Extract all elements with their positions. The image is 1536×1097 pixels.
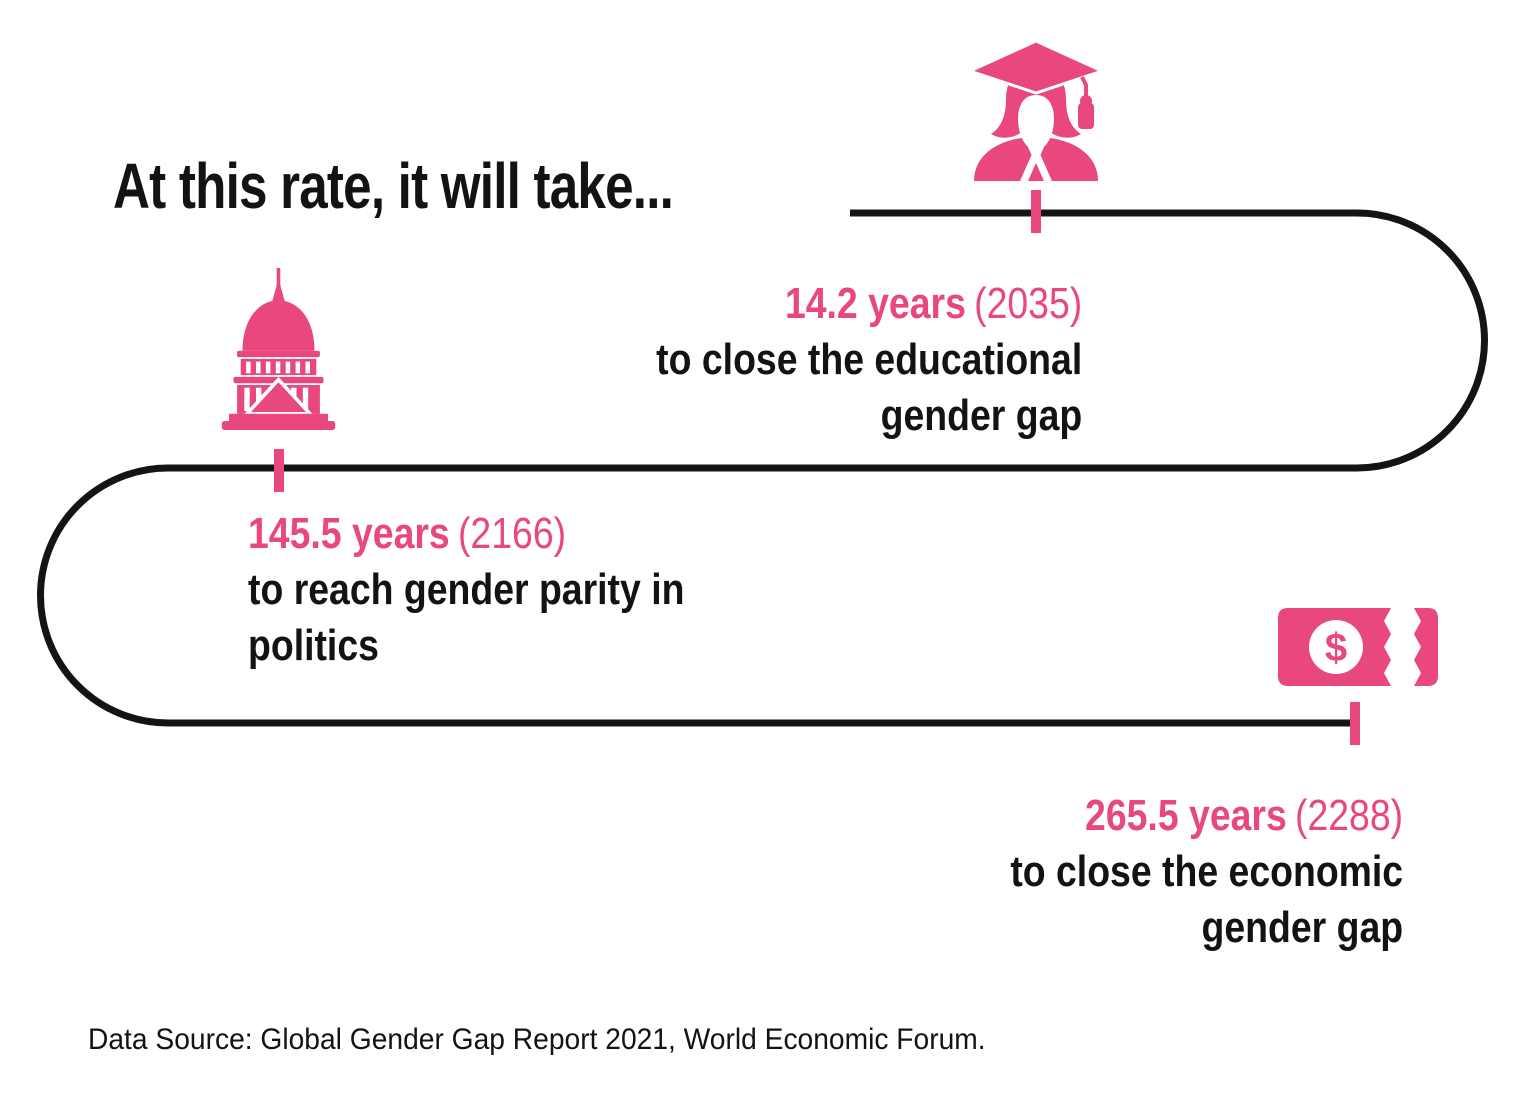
money-icon: $ bbox=[1278, 608, 1438, 686]
capitol-base bbox=[221, 421, 336, 430]
milestone-politics: 145.5 years (2166) to reach gender parity… bbox=[248, 506, 684, 674]
capitol-needle bbox=[276, 268, 281, 288]
tick-education bbox=[1031, 190, 1041, 233]
years-value-economy: 265.5 years bbox=[1084, 791, 1287, 840]
tick-politics bbox=[274, 449, 284, 492]
milestone-economy: 265.5 years (2288) to close the economic … bbox=[1010, 788, 1403, 956]
target-year-education: (2035) bbox=[973, 279, 1082, 328]
description-politics-line1: to reach gender parity in bbox=[248, 565, 685, 614]
milestone-education: 14.2 years (2035) to close the educationa… bbox=[656, 276, 1082, 444]
stat-line-education: 14.2 years (2035) bbox=[656, 276, 1082, 332]
description-education-line2: gender gap bbox=[880, 391, 1082, 440]
stat-line-economy: 265.5 years (2288) bbox=[1010, 788, 1403, 844]
graduate-tassel bbox=[1078, 103, 1094, 129]
description-economy-line1: to close the economic bbox=[1010, 847, 1403, 896]
graduate-face bbox=[1018, 95, 1054, 165]
stat-line-politics: 145.5 years (2166) bbox=[248, 506, 684, 562]
description-economy-line2: gender gap bbox=[1201, 903, 1403, 952]
graduate-stole bbox=[1028, 163, 1044, 181]
capitol-icon bbox=[221, 268, 336, 430]
tick-economy bbox=[1350, 702, 1360, 745]
capitol-dome bbox=[242, 300, 315, 351]
money-coin-circle bbox=[1309, 620, 1363, 674]
timeline-path bbox=[37, 209, 1488, 727]
capitol-drum-columns bbox=[246, 361, 310, 374]
page-title: At this rate, it will take... bbox=[113, 150, 674, 222]
years-value-politics: 145.5 years bbox=[248, 509, 450, 558]
years-value-education: 14.2 years bbox=[784, 279, 966, 328]
graduate-icon bbox=[965, 39, 1107, 181]
money-note-torn-piece bbox=[1414, 608, 1438, 686]
capitol-step bbox=[229, 413, 328, 421]
description-politics-line2: politics bbox=[248, 621, 379, 670]
description-education-line1: to close the educational bbox=[655, 335, 1082, 384]
target-year-economy: (2288) bbox=[1294, 791, 1403, 840]
data-source: Data Source: Global Gender Gap Report 20… bbox=[88, 1023, 986, 1056]
dollar-sign: $ bbox=[1325, 626, 1347, 670]
graduate-tassel-cord bbox=[1080, 76, 1088, 99]
graduate-mortarboard bbox=[965, 39, 1107, 95]
capitol-cornice-upper bbox=[237, 350, 320, 358]
target-year-politics: (2166) bbox=[457, 509, 567, 558]
